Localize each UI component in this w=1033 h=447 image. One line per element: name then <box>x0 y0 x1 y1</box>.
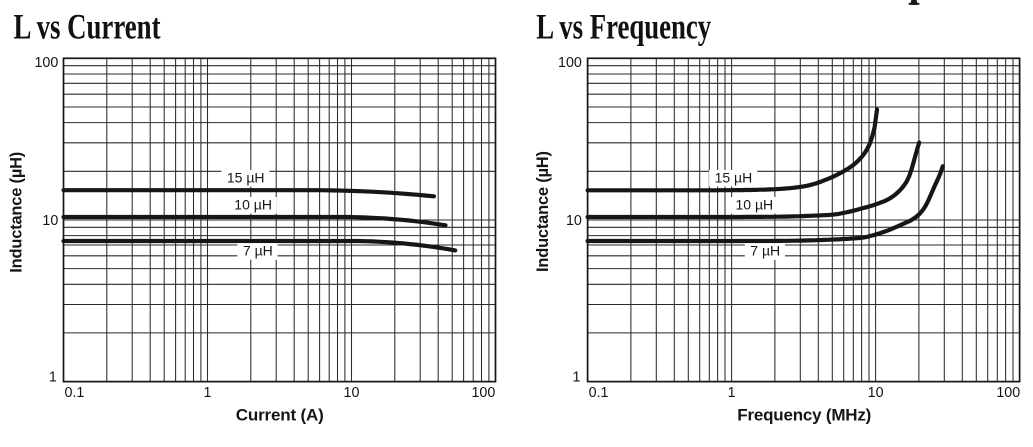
svg-text:1: 1 <box>49 370 57 386</box>
svg-text:10: 10 <box>566 213 582 229</box>
svg-text:1: 1 <box>204 385 212 401</box>
svg-text:100: 100 <box>471 385 495 401</box>
svg-text:Inductance (µH): Inductance (µH) <box>8 152 26 273</box>
svg-text:15 µH: 15 µH <box>715 169 753 185</box>
svg-text:10: 10 <box>344 385 360 401</box>
svg-text:1: 1 <box>572 370 580 386</box>
svg-text:Frequency (MHz): Frequency (MHz) <box>737 405 871 424</box>
svg-text:Current (A): Current (A) <box>236 405 324 424</box>
svg-text:10 µH: 10 µH <box>736 196 774 212</box>
svg-text:0.1: 0.1 <box>65 385 85 401</box>
svg-text:1: 1 <box>728 385 736 401</box>
svg-text:Inductance (µH): Inductance (µH) <box>534 151 552 272</box>
svg-text:7 µH: 7 µH <box>243 243 273 259</box>
svg-text:100: 100 <box>34 55 58 71</box>
svg-text:100: 100 <box>996 385 1020 401</box>
svg-text:15 µH: 15 µH <box>227 169 265 185</box>
svg-text:10 µH: 10 µH <box>234 196 272 212</box>
svg-text:100: 100 <box>558 55 582 71</box>
svg-text:L vs Frequency: L vs Frequency <box>536 7 711 47</box>
svg-text:0.1: 0.1 <box>589 385 609 401</box>
svg-text:L vs Current: L vs Current <box>14 7 161 47</box>
svg-text:7 µH: 7 µH <box>750 243 780 259</box>
svg-text:10: 10 <box>42 213 58 229</box>
svg-text:10: 10 <box>868 385 884 401</box>
